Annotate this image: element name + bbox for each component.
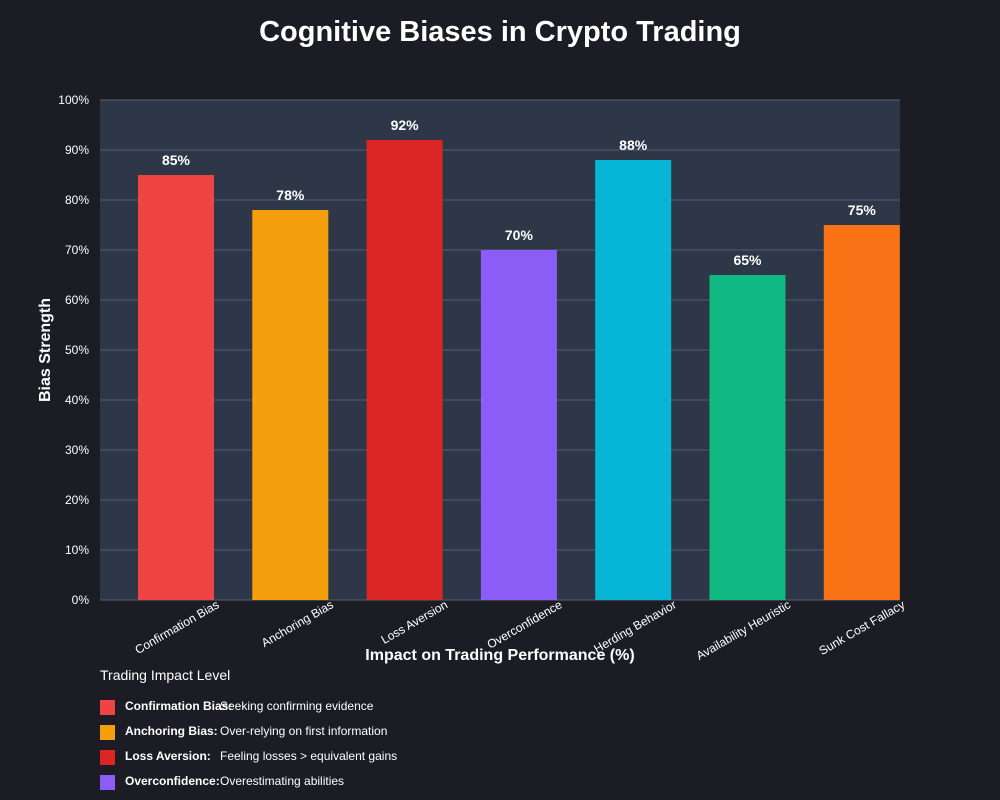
legend-item-name: Overconfidence:	[125, 774, 220, 788]
bar	[823, 225, 900, 600]
y-tick-label: 0%	[72, 593, 90, 607]
legend-item-name: Confirmation Bias:	[125, 699, 232, 713]
legend-item-name: Loss Aversion:	[125, 749, 211, 763]
y-tick-label: 20%	[65, 493, 89, 507]
category-label: Sunk Cost Fallacy	[817, 597, 908, 657]
bar	[480, 250, 557, 600]
value-label: 85%	[162, 152, 191, 168]
x-axis-title: Impact on Trading Performance (%)	[365, 647, 634, 664]
legend-swatch	[100, 750, 115, 765]
legend-swatch	[100, 775, 115, 790]
category-label: Confirmation Bias	[132, 597, 221, 656]
value-label: 65%	[733, 252, 762, 268]
y-tick-label: 60%	[65, 293, 89, 307]
y-tick-label: 80%	[65, 193, 89, 207]
y-tick-label: 70%	[65, 243, 89, 257]
legend: Confirmation Bias:Seeking confirming evi…	[100, 699, 397, 790]
value-label: 70%	[505, 227, 534, 243]
category-label: Loss Aversion	[379, 597, 451, 646]
y-tick-label: 30%	[65, 443, 89, 457]
y-tick-label: 100%	[58, 93, 89, 107]
y-tick-label: 40%	[65, 393, 89, 407]
bar	[138, 175, 214, 600]
category-label: Overconfidence	[485, 597, 565, 651]
y-axis-title: Bias Strength	[37, 298, 54, 402]
legend-item-description: Over-relying on first information	[220, 724, 387, 738]
value-label: 75%	[848, 202, 877, 218]
bar	[252, 210, 329, 600]
legend-item-description: Feeling losses > equivalent gains	[220, 749, 397, 763]
category-label: Anchoring Bias	[259, 597, 336, 649]
legend-title: Trading Impact Level	[100, 667, 230, 683]
category-label: Availability Heuristic	[694, 597, 793, 662]
y-axis-ticks: 0% 10% 20% 30% 40% 50% 60% 70% 80% 90% 100%	[58, 93, 89, 607]
y-tick-label: 90%	[65, 143, 89, 157]
bar	[366, 140, 443, 600]
y-tick-label: 50%	[65, 343, 89, 357]
legend-item-description: Seeking confirming evidence	[220, 699, 374, 713]
legend-item-name: Anchoring Bias:	[125, 724, 218, 738]
value-labels: 85% 78% 92% 70% 88% 65% 75%	[162, 117, 876, 268]
bar	[595, 160, 672, 600]
bar	[709, 275, 786, 600]
bars	[138, 140, 900, 600]
chart-title: Cognitive Biases in Crypto Trading	[259, 16, 741, 48]
value-label: 78%	[276, 187, 305, 203]
legend-swatch	[100, 725, 115, 740]
legend-swatch	[100, 700, 115, 715]
value-label: 92%	[391, 117, 420, 133]
y-tick-label: 10%	[65, 543, 89, 557]
legend-item-description: Overestimating abilities	[220, 774, 344, 788]
value-label: 88%	[619, 137, 648, 153]
